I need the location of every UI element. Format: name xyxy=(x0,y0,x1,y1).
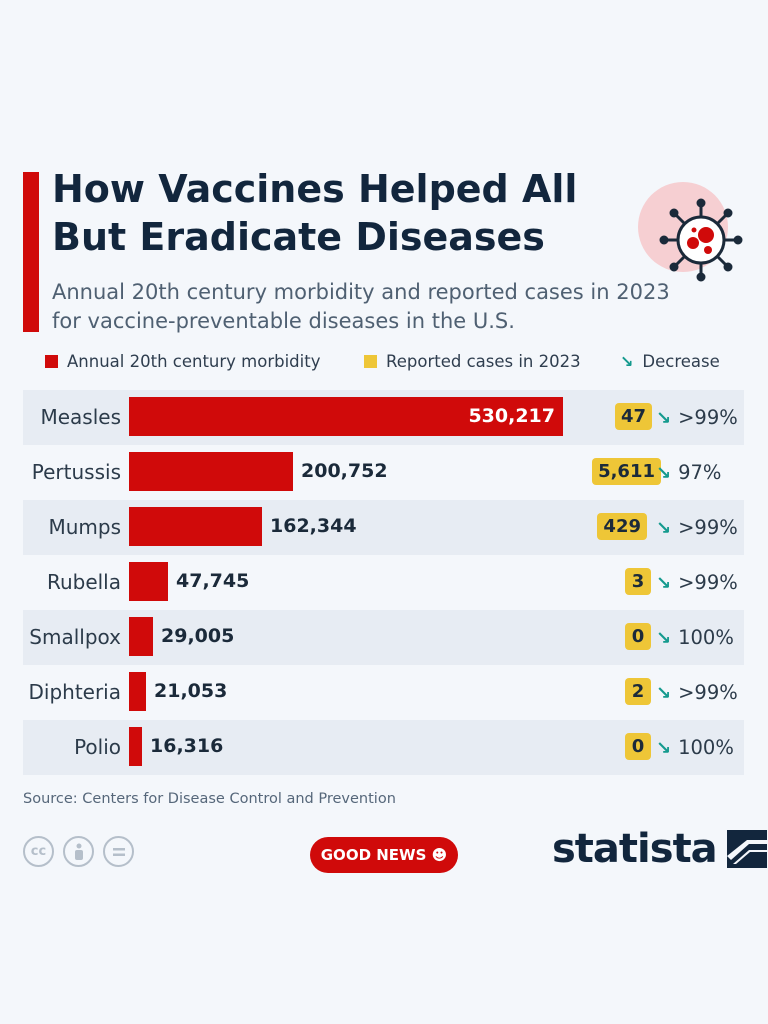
reported-cases-badge: 3 xyxy=(625,568,651,595)
down-right-arrow-icon: ↘ xyxy=(656,573,672,594)
chart-row: Polio 16,316 0 ↘ 100% xyxy=(23,720,744,775)
legend-swatch-morbidity xyxy=(45,355,58,368)
statista-mark-icon xyxy=(726,830,767,868)
legend-item-morbidity: Annual 20th century morbidity xyxy=(45,352,320,371)
value-label: 29,005 xyxy=(161,625,235,647)
attribution-icon[interactable] xyxy=(63,836,94,867)
decrease-label: 97% xyxy=(678,461,722,484)
chart-row: Mumps 162,344 429 ↘ >99% xyxy=(23,500,744,555)
chart-legend: Annual 20th century morbidity Reported c… xyxy=(45,352,745,376)
good-news-badge: GOOD NEWS ☻ xyxy=(310,837,458,873)
source-note: Source: Centers for Disease Control and … xyxy=(23,791,396,807)
chart-subtitle: Annual 20th century morbidity and report… xyxy=(52,280,670,333)
bar-morbidity xyxy=(129,397,563,436)
category-label: Diphteria xyxy=(28,680,121,704)
decrease-value: ↘ >99% xyxy=(656,500,738,555)
license-icons: cc xyxy=(23,836,134,867)
decrease-label: 100% xyxy=(678,736,734,759)
virus-icon xyxy=(659,198,743,282)
legend-item-reported: Reported cases in 2023 xyxy=(364,352,581,371)
value-label: 530,217 xyxy=(468,405,555,427)
legend-label-reported: Reported cases in 2023 xyxy=(386,352,581,371)
category-label: Polio xyxy=(74,735,121,759)
statista-logo[interactable]: statista xyxy=(552,826,767,872)
value-label: 162,344 xyxy=(270,515,357,537)
down-right-arrow-icon: ↘ xyxy=(656,463,672,484)
decrease-label: >99% xyxy=(678,406,738,429)
decrease-value: ↘ 100% xyxy=(656,720,734,775)
decrease-label: 100% xyxy=(678,626,734,649)
cc-icon[interactable]: cc xyxy=(23,836,54,867)
down-right-arrow-icon: ↘ xyxy=(656,628,672,649)
category-label: Smallpox xyxy=(29,625,121,649)
decrease-value: ↘ >99% xyxy=(656,555,738,610)
decrease-value: ↘ >99% xyxy=(656,390,738,445)
reported-cases-badge: 0 xyxy=(625,733,651,760)
category-label: Measles xyxy=(40,405,121,429)
bar-morbidity xyxy=(129,507,262,546)
value-label: 16,316 xyxy=(150,735,224,757)
brand-name: statista xyxy=(552,826,718,872)
chart-row: Smallpox 29,005 0 ↘ 100% xyxy=(23,610,744,665)
bar-morbidity xyxy=(129,672,146,711)
category-label: Mumps xyxy=(48,515,121,539)
title-accent-bar xyxy=(23,172,39,332)
legend-label-morbidity: Annual 20th century morbidity xyxy=(67,352,321,371)
category-label: Rubella xyxy=(46,570,121,594)
value-label: 200,752 xyxy=(301,460,388,482)
legend-swatch-reported xyxy=(364,355,377,368)
reported-cases-badge: 47 xyxy=(614,403,652,430)
chart-title: How Vaccines Helped All But Eradicate Di… xyxy=(52,167,578,259)
down-right-arrow-icon: ↘ xyxy=(620,352,634,371)
chart-row: Rubella 47,745 3 ↘ >99% xyxy=(23,555,744,610)
bar-morbidity xyxy=(129,452,293,491)
down-right-arrow-icon: ↘ xyxy=(656,738,672,759)
reported-cases-badge: 5,611 xyxy=(592,458,661,485)
chart-row: Pertussis 200,752 5,611 ↘ 97% xyxy=(23,445,744,500)
bar-morbidity xyxy=(129,562,168,601)
down-right-arrow-icon: ↘ xyxy=(656,683,672,704)
reported-cases-badge: 2 xyxy=(625,678,651,705)
category-label: Pertussis xyxy=(31,460,121,484)
bar-morbidity xyxy=(129,727,142,766)
legend-label-decrease: Decrease xyxy=(642,352,720,371)
value-label: 47,745 xyxy=(176,570,250,592)
decrease-label: >99% xyxy=(678,516,738,539)
down-right-arrow-icon: ↘ xyxy=(656,408,672,429)
no-derivatives-icon[interactable] xyxy=(103,836,134,867)
decrease-value: ↘ 100% xyxy=(656,610,734,665)
chart-row: Diphteria 21,053 2 ↘ >99% xyxy=(23,665,744,720)
decrease-value: ↘ 97% xyxy=(656,445,721,500)
decrease-label: >99% xyxy=(678,571,738,594)
reported-cases-badge: 429 xyxy=(597,513,647,540)
chart-row: Measles 530,217 47 ↘ >99% xyxy=(23,390,744,445)
value-label: 21,053 xyxy=(154,680,228,702)
legend-item-decrease: ↘ Decrease xyxy=(620,352,720,371)
reported-cases-badge: 0 xyxy=(625,623,651,650)
bar-morbidity xyxy=(129,617,153,656)
decrease-value: ↘ >99% xyxy=(656,665,738,720)
decrease-label: >99% xyxy=(678,681,738,704)
down-right-arrow-icon: ↘ xyxy=(656,518,672,539)
